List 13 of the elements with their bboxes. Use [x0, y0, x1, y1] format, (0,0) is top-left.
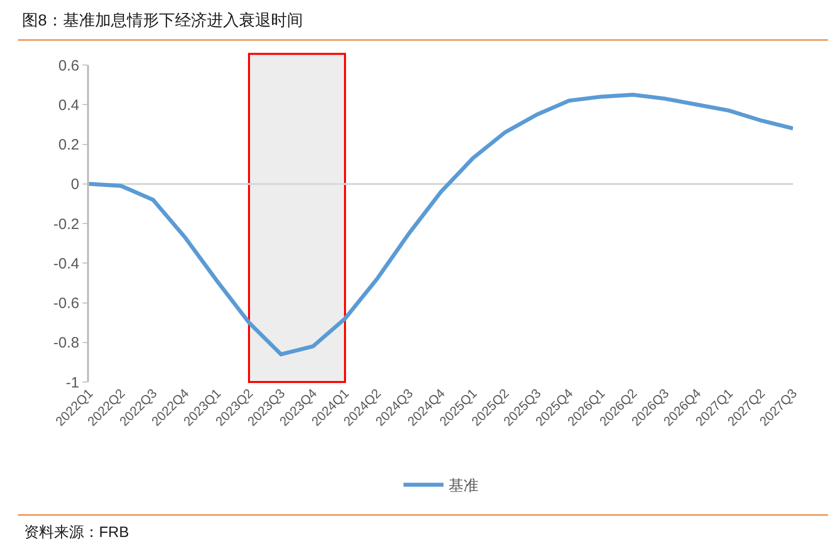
legend-label: 基准 — [448, 478, 478, 495]
y-tick-label: 0 — [70, 176, 80, 194]
y-tick-label: 0.6 — [58, 57, 80, 74]
chart-title: 图8：基准加息情形下经济进入衰退时间 — [22, 12, 303, 30]
line-series — [89, 92, 793, 356]
y-tick-label: -0.8 — [53, 334, 80, 352]
y-tick-label: -0.2 — [53, 216, 80, 233]
y-tick-label: 0.4 — [58, 96, 80, 114]
y-tick-label: -0.6 — [53, 295, 80, 312]
text: 资料来源：FRB — [24, 524, 129, 541]
y-tick-label: 0.2 — [58, 136, 80, 154]
y-tick-label: -0.4 — [53, 255, 80, 272]
y-tick-label: -1 — [66, 374, 80, 392]
